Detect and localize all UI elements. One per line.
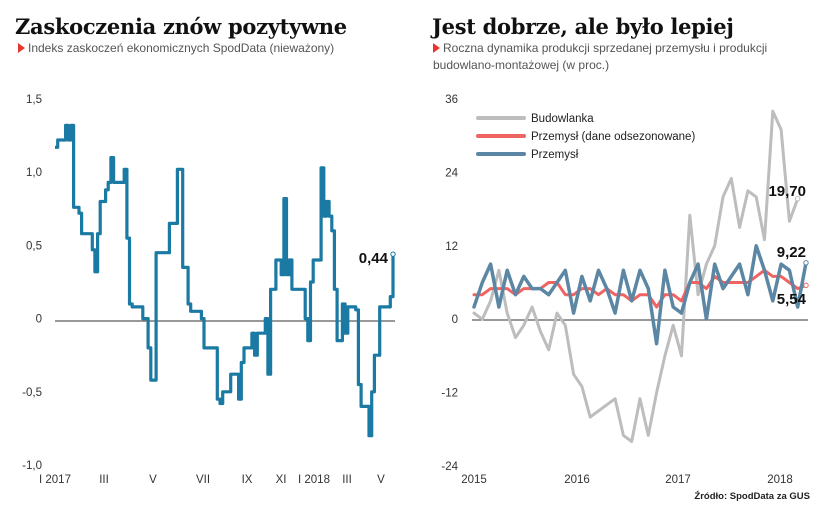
left-y-tick-label: 1,5 xyxy=(26,94,42,106)
przemysl-line xyxy=(472,244,808,346)
right-y-tick-label: 12 xyxy=(445,241,458,253)
left-y-tick-label: -1,0 xyxy=(22,460,42,472)
surprise-index-line xyxy=(55,123,395,438)
left-y-tick-label: 0,5 xyxy=(26,240,42,252)
source-note: Źródło: SpodData za GUS xyxy=(694,491,810,502)
left-x-tick-label: IX xyxy=(242,474,253,486)
right-y-tick-label: 24 xyxy=(445,167,458,179)
red-triangle-icon xyxy=(433,43,440,53)
legend-label: Budowlanka xyxy=(531,113,594,125)
left-x-tick-label: XI xyxy=(276,474,287,486)
left-x-tick-label: I 2018 xyxy=(298,474,330,486)
budowlanka-line xyxy=(472,109,800,443)
left-y-tick-label: -0,5 xyxy=(22,387,42,399)
left-x-tick-label: VII xyxy=(196,474,210,486)
right-y-tick-label: -24 xyxy=(441,461,458,473)
left-x-tick-label: V xyxy=(149,474,157,486)
budowlanka-value-label: 19,70 xyxy=(768,183,806,200)
przemysl-sa-line-end-marker xyxy=(803,282,809,289)
budowlanka-line-end-marker xyxy=(795,196,801,202)
left-x-tick-label: III xyxy=(99,474,109,486)
right-x-tick-label: 2015 xyxy=(461,474,487,486)
left-x-tick-label: III xyxy=(342,474,352,486)
right-y-tick-label: -12 xyxy=(441,388,458,400)
right-y-tick-label: 0 xyxy=(452,314,458,326)
last-value-label: 0,44 xyxy=(359,250,389,267)
red-triangle-icon xyxy=(18,43,25,53)
left-chart: 1,5 1,0 0,5 0 -0,5 -1,0 I 2017 III V VII IX XI I 201… xyxy=(22,94,396,486)
legend-label: Przemysł xyxy=(531,149,579,161)
left-chart-title: Zaskoczenia znów pozytywne xyxy=(15,14,347,39)
przemysl-sa-value-label: 5,54 xyxy=(777,291,807,308)
last-point-marker xyxy=(390,251,396,257)
left-x-tick-label: V xyxy=(377,474,385,486)
right-chart-title: Jest dobrze, ale było lepiej xyxy=(432,14,734,39)
legend-label: Przemysł (dane odsezonowane) xyxy=(531,131,695,143)
right-y-tick-label: 36 xyxy=(445,94,458,106)
right-x-tick-label: 2016 xyxy=(564,474,590,486)
left-chart-subtitle: Indeks zaskoczeń ekonomicznych SpodData … xyxy=(18,40,334,57)
right-x-tick-label: 2017 xyxy=(665,474,691,486)
przemysl-line-end-marker xyxy=(803,260,809,266)
left-x-tick-label: I 2017 xyxy=(39,474,71,486)
left-y-tick-label: 0 xyxy=(36,314,42,326)
right-x-tick-label: 2018 xyxy=(767,474,793,486)
right-chart-subtitle: Roczna dynamika produkcji sprzedanej prz… xyxy=(433,41,768,72)
left-y-tick-label: 1,0 xyxy=(26,167,42,179)
przemysl-value-label: 9,22 xyxy=(777,244,806,261)
